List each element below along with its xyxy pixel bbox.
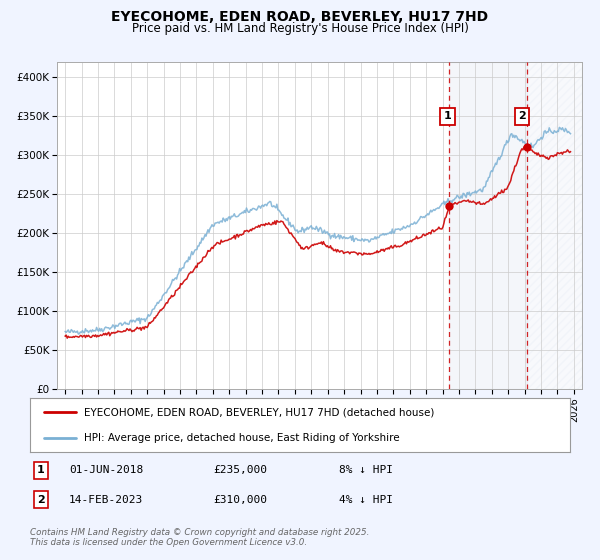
Text: 1: 1 — [443, 111, 451, 121]
Text: £235,000: £235,000 — [213, 465, 267, 475]
Bar — [527, 62, 582, 389]
Text: 4% ↓ HPI: 4% ↓ HPI — [339, 494, 393, 505]
Text: 01-JUN-2018: 01-JUN-2018 — [69, 465, 143, 475]
Text: 8% ↓ HPI: 8% ↓ HPI — [339, 465, 393, 475]
Text: Price paid vs. HM Land Registry's House Price Index (HPI): Price paid vs. HM Land Registry's House … — [131, 22, 469, 35]
Text: EYECOHOME, EDEN ROAD, BEVERLEY, HU17 7HD: EYECOHOME, EDEN ROAD, BEVERLEY, HU17 7HD — [112, 10, 488, 24]
Text: HPI: Average price, detached house, East Riding of Yorkshire: HPI: Average price, detached house, East… — [84, 433, 400, 442]
Text: EYECOHOME, EDEN ROAD, BEVERLEY, HU17 7HD (detached house): EYECOHOME, EDEN ROAD, BEVERLEY, HU17 7HD… — [84, 408, 434, 417]
Text: 14-FEB-2023: 14-FEB-2023 — [69, 494, 143, 505]
Text: 1: 1 — [37, 465, 44, 475]
Bar — [449, 62, 527, 389]
Text: 2: 2 — [518, 111, 526, 121]
Text: 2: 2 — [37, 494, 44, 505]
Text: £310,000: £310,000 — [213, 494, 267, 505]
Text: Contains HM Land Registry data © Crown copyright and database right 2025.
This d: Contains HM Land Registry data © Crown c… — [30, 528, 370, 547]
